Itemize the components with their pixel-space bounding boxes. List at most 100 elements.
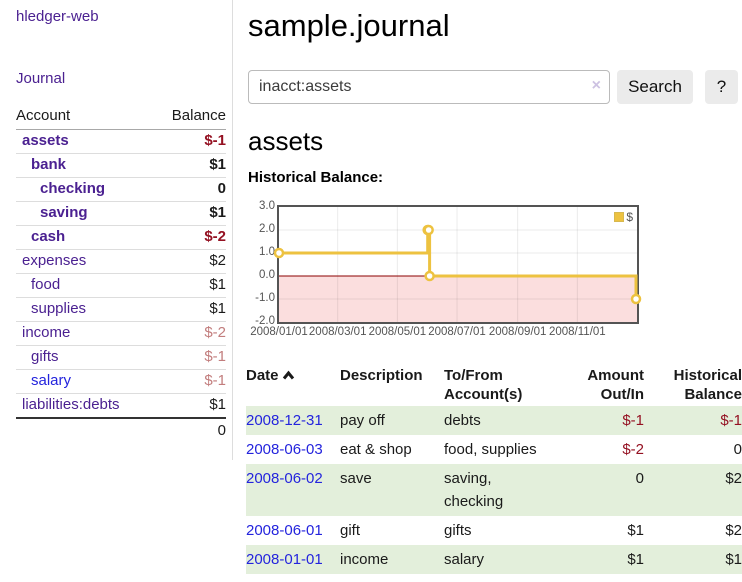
account-heading: assets (248, 126, 324, 156)
account-name-cell: assets (16, 129, 154, 154)
accounts-table-body: assets $-1 bank $1 checking 0 saving $1 cash $-2 e… (16, 129, 226, 419)
account-name-cell: checking (16, 177, 154, 202)
search-button[interactable]: Search (617, 70, 693, 104)
account-name-cell: supplies (16, 297, 154, 322)
transaction-date-link[interactable]: 2008-12-31 (246, 412, 323, 429)
account-link-saving[interactable]: saving (40, 204, 88, 221)
account-link-supplies[interactable]: supplies (31, 300, 87, 317)
register-header-description: Description (340, 367, 423, 384)
account-name-cell: food (16, 273, 154, 298)
y-tick-label: -2.0 (255, 315, 275, 327)
accounts-total-value: 0 (153, 417, 226, 443)
register-amount-cell: $1 (627, 551, 644, 568)
sort-ascending-icon (282, 370, 294, 380)
account-balance: $1 (153, 153, 226, 178)
register-date-cell: 2008-06-01 (246, 516, 340, 545)
register-amount-cell: $-2 (622, 441, 644, 458)
accounts-total-row: 0 (16, 417, 226, 443)
x-tick-label: 2008/09/01 (488, 326, 547, 338)
legend-label: $ (626, 210, 633, 224)
account-name-cell: salary (16, 369, 154, 394)
transaction-date-link[interactable]: 2008-06-01 (246, 522, 323, 539)
help-button[interactable]: ? (705, 70, 738, 104)
register-balance-cell: $2 (725, 470, 742, 487)
register-date-cell: 2008-06-02 (246, 464, 340, 516)
register-accounts-cell: food, supplies (444, 441, 537, 458)
y-tick-label: 3.0 (259, 200, 275, 212)
register-row: 2008-01-01 income salary $1 $1 (246, 545, 742, 574)
balance-chart: 3.0 2.0 1.0 0.0 -1.0 -2.0 $ 2008/01/01 2008/03… (248, 200, 742, 348)
register-accounts-cell: gifts (444, 522, 472, 539)
account-link-bank[interactable]: bank (31, 156, 67, 173)
y-tick-label: 2.0 (259, 223, 275, 235)
chart-canvas (273, 207, 642, 322)
register-description-cell: gift (340, 522, 361, 539)
register-header-accounts: To/From Account(s) (444, 367, 523, 403)
y-tick-label: -1.0 (255, 292, 275, 304)
register-header-date[interactable]: Date (246, 363, 340, 406)
register-header-row: Date Description To/From Account(s) Amou… (246, 363, 742, 406)
account-balance: $1 (153, 273, 226, 298)
register-table: Date Description To/From Account(s) Amou… (246, 363, 742, 574)
register-header-amount: Amount Out/In (587, 367, 644, 403)
account-link-expenses[interactable]: expenses (22, 252, 87, 269)
account-balance: $1 (153, 297, 226, 322)
account-row: bank $1 (16, 153, 226, 178)
account-balance: $-2 (153, 321, 226, 346)
account-row: gifts $-1 (16, 345, 226, 370)
account-name-cell: cash (16, 225, 154, 250)
account-balance: $-1 (153, 129, 226, 154)
register-accounts-cell: saving, checking (444, 470, 504, 510)
x-tick-label: 2008/01/01 (250, 326, 308, 338)
register-description-cell: eat & shop (340, 441, 412, 458)
register-balance-cell: $1 (725, 551, 742, 568)
register-description-cell: pay off (340, 412, 385, 429)
account-link-liabilities-debts[interactable]: liabilities:debts (22, 396, 120, 413)
register-row: 2008-06-03 eat & shop food, supplies $-2 0 (246, 435, 742, 464)
register-table-body: 2008-12-31 pay off debts $-1 $-1 2008-06-03 ea… (246, 406, 742, 574)
account-row: supplies $1 (16, 297, 226, 322)
accounts-total-spacer (16, 417, 154, 443)
register-row: 2008-06-01 gift gifts $1 $2 (246, 516, 742, 545)
account-link-food[interactable]: food (31, 276, 61, 293)
account-balance: $2 (153, 249, 226, 274)
transaction-date-link[interactable]: 2008-06-03 (246, 441, 323, 458)
account-row: salary $-1 (16, 369, 226, 394)
account-name-cell: gifts (16, 345, 154, 370)
account-row: expenses $2 (16, 249, 226, 274)
register-balance-cell: $2 (725, 522, 742, 539)
account-balance: $1 (153, 201, 226, 226)
y-tick-label: 0.0 (259, 269, 275, 281)
account-balance: $-2 (153, 225, 226, 250)
search-form: × Search ? (248, 70, 738, 104)
register-description-cell: income (340, 551, 389, 568)
account-row: checking 0 (16, 177, 226, 202)
account-link-gifts[interactable]: gifts (31, 348, 59, 365)
register-date-cell: 2008-01-01 (246, 545, 340, 574)
transaction-date-link[interactable]: 2008-01-01 (246, 551, 323, 568)
register-amount-cell: $-1 (622, 412, 644, 429)
account-row: income $-2 (16, 321, 226, 346)
sidebar-item-journal[interactable]: Journal (16, 70, 66, 87)
account-link-salary[interactable]: salary (31, 372, 72, 389)
account-row: saving $1 (16, 201, 226, 226)
clear-search-icon[interactable]: × (591, 77, 601, 94)
account-link-cash[interactable]: cash (31, 228, 66, 245)
account-link-income[interactable]: income (22, 324, 71, 341)
chart-plot-area: $ (273, 205, 642, 324)
register-balance-cell: $-1 (720, 412, 742, 429)
search-input[interactable] (248, 70, 610, 104)
account-row: assets $-1 (16, 129, 226, 154)
account-link-checking[interactable]: checking (40, 180, 106, 197)
account-balance: $-1 (153, 345, 226, 370)
app-title-link[interactable]: hledger-web (16, 8, 99, 25)
register-amount-cell: $1 (627, 522, 644, 539)
account-balance: 0 (153, 177, 226, 202)
register-header-balance: Historical Balance (673, 367, 742, 403)
legend-color-swatch (614, 212, 625, 222)
transaction-date-link[interactable]: 2008-06-02 (246, 470, 323, 487)
page-title: sample.journal (248, 8, 450, 43)
account-link-assets[interactable]: assets (22, 132, 69, 149)
register-description-cell: save (340, 470, 372, 487)
